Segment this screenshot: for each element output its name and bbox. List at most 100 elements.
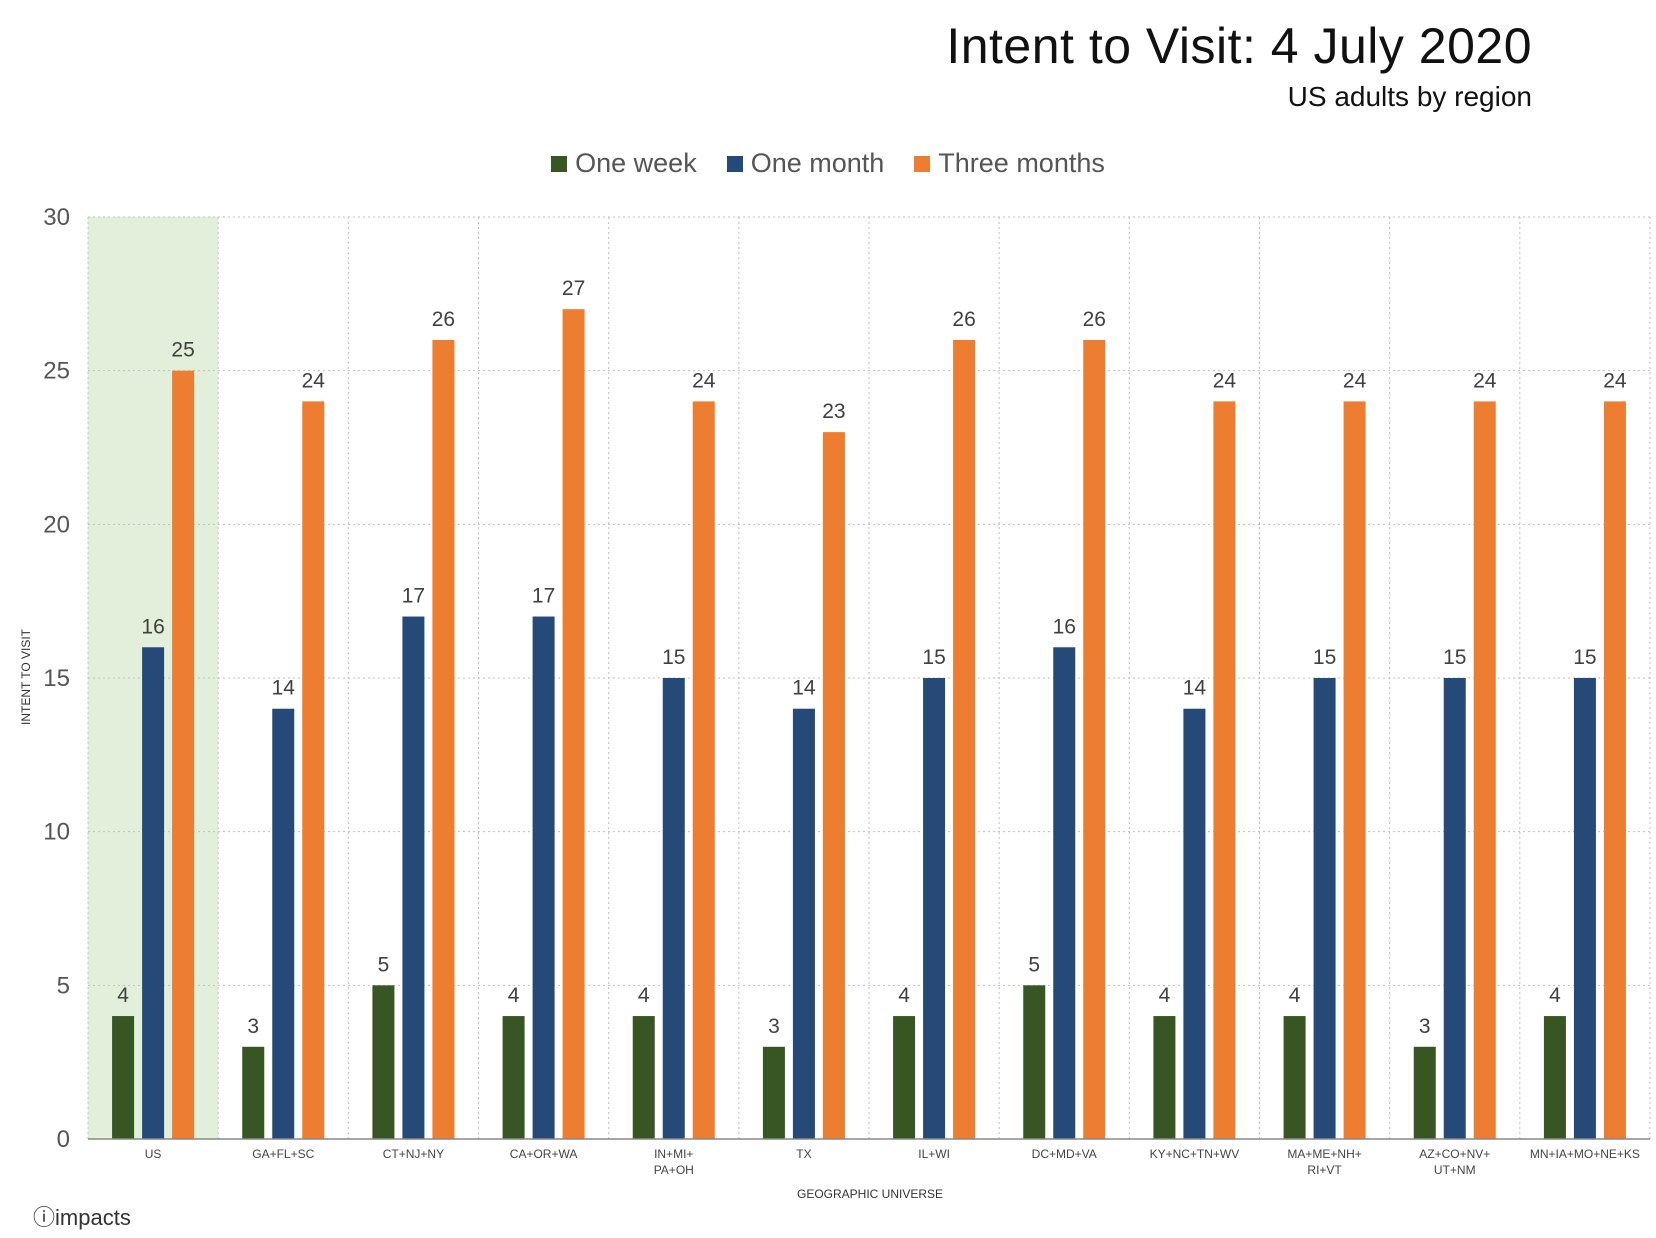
bar — [1313, 678, 1336, 1139]
data-label: 24 — [1213, 369, 1237, 392]
bar — [792, 708, 815, 1139]
impacts-logo: ⓘimpacts — [33, 1200, 131, 1232]
data-label: 4 — [117, 984, 129, 1007]
x-tick-label: DC+MD+VA — [1032, 1147, 1097, 1161]
bar — [1153, 1016, 1176, 1139]
bar — [822, 432, 845, 1140]
data-label: 4 — [898, 984, 910, 1007]
legend-swatch-one-month — [726, 155, 743, 172]
data-label: 15 — [1443, 646, 1466, 669]
x-tick-label: GA+FL+SC — [252, 1147, 314, 1161]
data-label: 25 — [171, 339, 194, 362]
data-label: 14 — [1183, 677, 1207, 700]
bar — [402, 616, 425, 1139]
y-tick-label: 0 — [57, 1126, 70, 1153]
bar — [1343, 401, 1366, 1139]
title-block: Intent to Visit: 4 July 2020 US adults b… — [946, 16, 1532, 114]
bar — [1283, 1016, 1306, 1139]
bar — [692, 401, 715, 1139]
x-tick-label: AZ+CO+NV+ — [1419, 1147, 1490, 1161]
data-label: 16 — [141, 615, 164, 638]
bar — [1443, 678, 1466, 1139]
y-tick-label: 30 — [43, 204, 70, 231]
bar — [372, 985, 395, 1139]
bar — [242, 1046, 265, 1139]
bar — [172, 370, 195, 1140]
bar — [1603, 401, 1626, 1139]
bar — [112, 1016, 135, 1139]
x-tick-label: UT+NM — [1434, 1163, 1476, 1177]
info-circle-icon: ⓘ — [33, 1205, 56, 1230]
y-tick-label: 10 — [43, 819, 70, 846]
data-label: 15 — [1313, 646, 1336, 669]
bar — [432, 339, 455, 1139]
bar — [953, 339, 976, 1139]
x-tick-label: CT+NJ+NY — [383, 1147, 444, 1161]
y-tick-label: 25 — [43, 358, 70, 385]
data-labels: 4 16 25 3 14 24 5 17 26 4 17 27 4 15 24 3 14 23 4 15 26 5 16 26… — [117, 277, 1627, 1038]
bar — [762, 1046, 785, 1139]
data-label: 24 — [1603, 369, 1627, 392]
data-label: 4 — [1159, 984, 1171, 1007]
x-tick-label: KY+NC+TN+WV — [1150, 1147, 1240, 1161]
legend-item-one-month: One month — [726, 148, 885, 179]
data-label: 3 — [768, 1015, 780, 1038]
data-label: 4 — [508, 984, 520, 1007]
legend-swatch-one-week — [551, 155, 568, 172]
bar — [1023, 985, 1046, 1139]
bar — [532, 616, 555, 1139]
x-tick-label: CA+OR+WA — [510, 1147, 578, 1161]
bars — [112, 309, 1626, 1140]
legend-swatch-three-months — [914, 155, 931, 172]
data-label: 15 — [922, 646, 945, 669]
data-label: 26 — [1083, 308, 1106, 331]
x-tick-label: RI+VT — [1307, 1163, 1342, 1177]
legend-label-three-months: Three months — [938, 148, 1105, 178]
legend-label-one-week: One week — [575, 148, 697, 178]
bar — [1573, 678, 1596, 1139]
y-tick-label: 15 — [43, 665, 70, 692]
x-tick-label: MN+IA+MO+NE+KS — [1530, 1147, 1640, 1161]
axes: 0 5 10 15 20 25 30 US GA+FL+SC CT+NJ+NY CA+OR+WA IN… — [43, 204, 1650, 1177]
bar — [302, 401, 325, 1139]
gridlines — [87, 216, 1651, 1139]
bar — [632, 1016, 655, 1139]
y-tick-label: 20 — [43, 511, 70, 538]
chart-title: Intent to Visit: 4 July 2020 — [946, 18, 1532, 74]
data-label: 16 — [1053, 615, 1076, 638]
data-label: 24 — [692, 369, 716, 392]
bar — [1543, 1016, 1566, 1139]
data-label: 5 — [378, 953, 390, 976]
logo-text: impacts — [55, 1205, 131, 1230]
bar — [1413, 1046, 1436, 1139]
data-label: 4 — [638, 984, 650, 1007]
bar — [272, 708, 295, 1139]
data-label: 27 — [562, 277, 585, 300]
data-label: 17 — [532, 585, 555, 608]
bar — [923, 678, 946, 1139]
x-tick-label: MA+ME+NH+ — [1287, 1147, 1361, 1161]
y-axis-title: INTENT TO VISIT — [19, 628, 33, 725]
data-label: 4 — [1549, 984, 1561, 1007]
legend: One week One month Three months — [0, 148, 1656, 179]
x-axis-title: GEOGRAPHIC UNIVERSE — [797, 1187, 943, 1201]
bar — [1183, 708, 1206, 1139]
data-label: 4 — [1289, 984, 1301, 1007]
legend-label-one-month: One month — [750, 148, 885, 178]
data-label: 15 — [662, 646, 685, 669]
bar — [502, 1016, 525, 1139]
data-label: 14 — [792, 677, 816, 700]
data-label: 3 — [1419, 1015, 1431, 1038]
data-label: 17 — [402, 585, 425, 608]
x-tick-label: US — [145, 1147, 162, 1161]
bar — [1053, 647, 1076, 1139]
data-label: 14 — [272, 677, 296, 700]
bar — [662, 678, 685, 1139]
chart-subtitle: US adults by region — [1287, 81, 1532, 112]
data-label: 23 — [822, 400, 845, 423]
data-label: 24 — [302, 369, 326, 392]
data-label: 5 — [1028, 953, 1040, 976]
bar — [893, 1016, 916, 1139]
x-tick-label: TX — [796, 1147, 811, 1161]
